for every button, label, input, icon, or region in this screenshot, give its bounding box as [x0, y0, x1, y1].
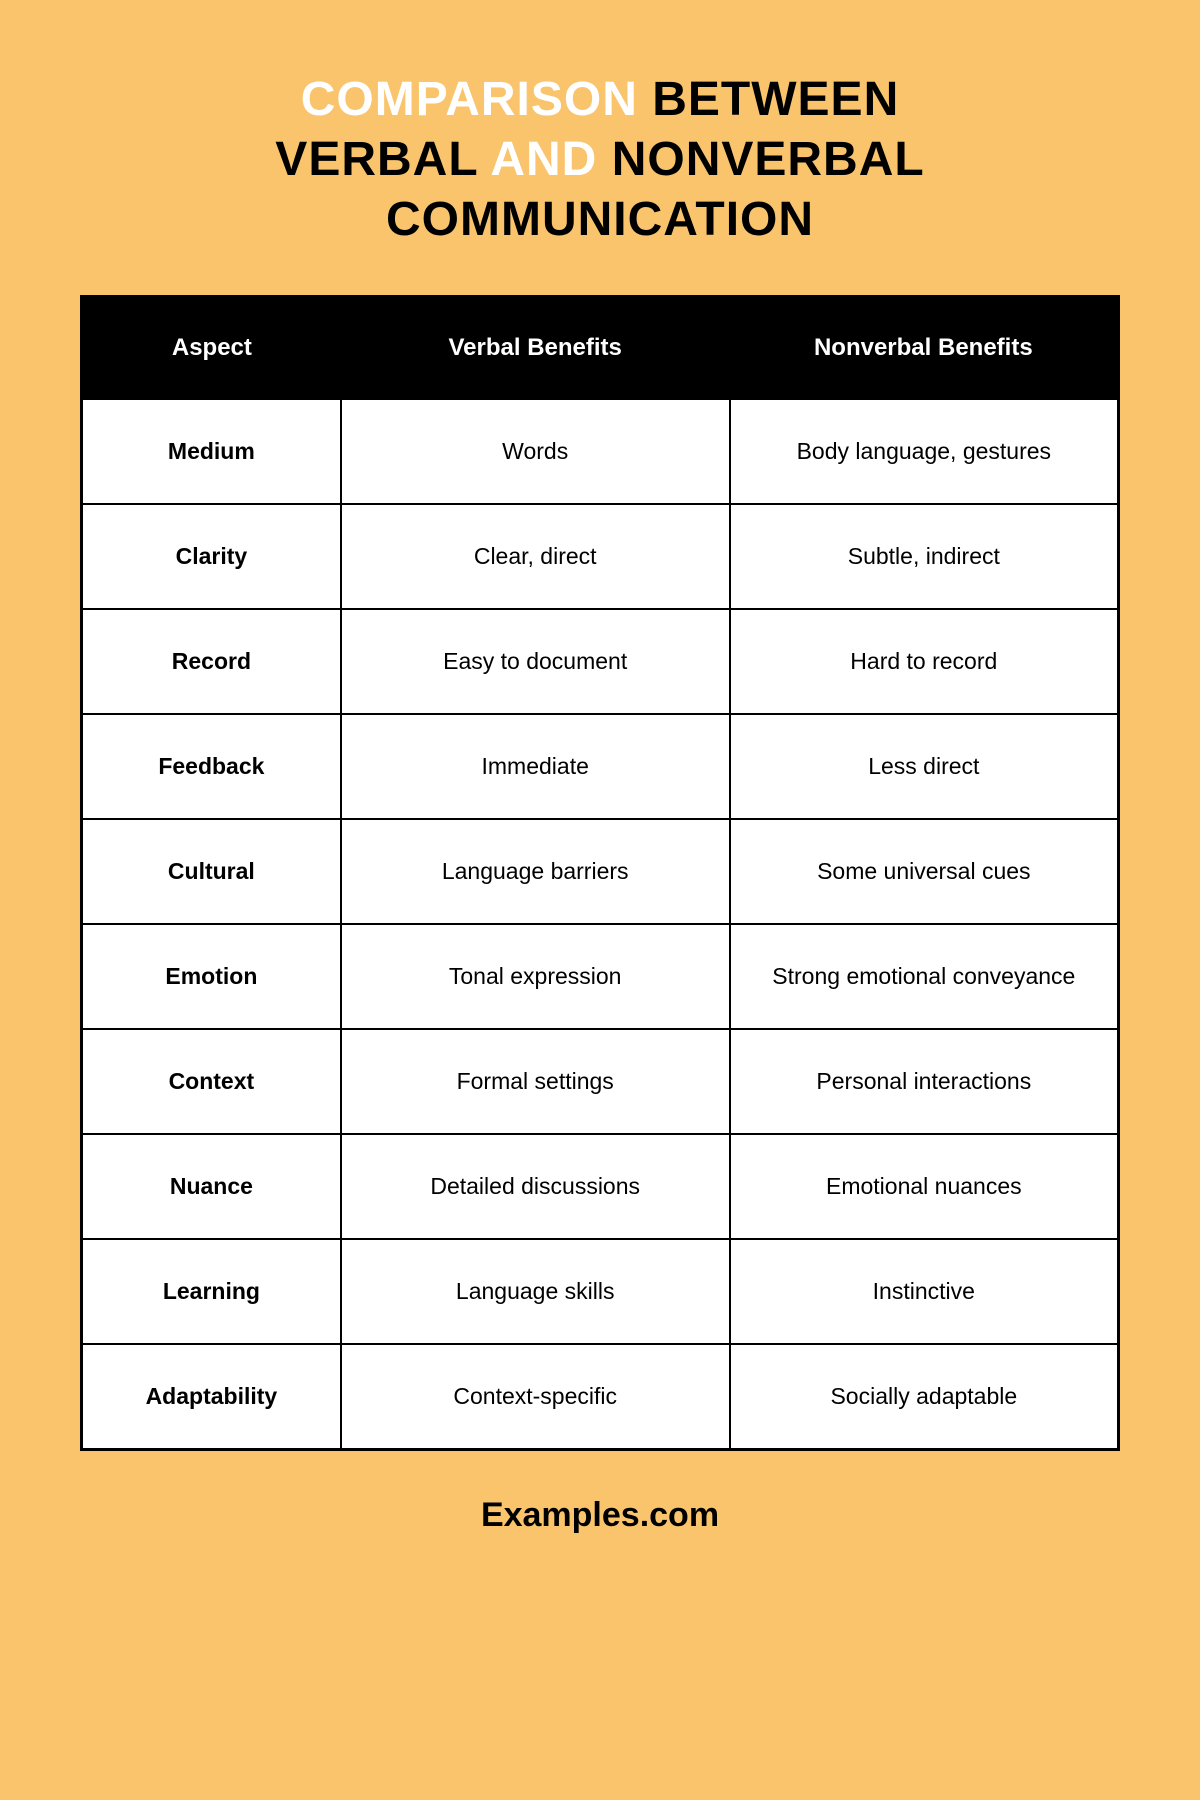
- table-header-row: Aspect Verbal Benefits Nonverbal Benefit…: [82, 297, 1119, 400]
- nonverbal-cell: Body language, gestures: [730, 399, 1119, 504]
- nonverbal-cell: Less direct: [730, 714, 1119, 819]
- nonverbal-cell: Socially adaptable: [730, 1344, 1119, 1450]
- table-row: Emotion Tonal expression Strong emotiona…: [82, 924, 1119, 1029]
- aspect-cell: Nuance: [82, 1134, 341, 1239]
- footer-attribution: Examples.com: [481, 1496, 719, 1535]
- table-row: Clarity Clear, direct Subtle, indirect: [82, 504, 1119, 609]
- verbal-cell: Easy to document: [341, 609, 730, 714]
- col-header-aspect: Aspect: [82, 297, 341, 400]
- nonverbal-cell: Instinctive: [730, 1239, 1119, 1344]
- nonverbal-cell: Strong emotional conveyance: [730, 924, 1119, 1029]
- table-row: Cultural Language barriers Some universa…: [82, 819, 1119, 924]
- title-word: AND: [490, 133, 597, 186]
- aspect-cell: Feedback: [82, 714, 341, 819]
- aspect-cell: Cultural: [82, 819, 341, 924]
- table-body: Medium Words Body language, gestures Cla…: [82, 399, 1119, 1450]
- nonverbal-cell: Some universal cues: [730, 819, 1119, 924]
- col-header-verbal: Verbal Benefits: [341, 297, 730, 400]
- aspect-cell: Emotion: [82, 924, 341, 1029]
- verbal-cell: Formal settings: [341, 1029, 730, 1134]
- title-word: BETWEEN: [652, 73, 899, 126]
- verbal-cell: Words: [341, 399, 730, 504]
- aspect-cell: Learning: [82, 1239, 341, 1344]
- table-row: Adaptability Context-specific Socially a…: [82, 1344, 1119, 1450]
- verbal-cell: Detailed discussions: [341, 1134, 730, 1239]
- verbal-cell: Immediate: [341, 714, 730, 819]
- title-word: NONVERBAL: [612, 133, 925, 186]
- title-word: VERBAL: [275, 133, 477, 186]
- verbal-cell: Context-specific: [341, 1344, 730, 1450]
- nonverbal-cell: Emotional nuances: [730, 1134, 1119, 1239]
- aspect-cell: Clarity: [82, 504, 341, 609]
- nonverbal-cell: Personal interactions: [730, 1029, 1119, 1134]
- verbal-cell: Language skills: [341, 1239, 730, 1344]
- table-row: Medium Words Body language, gestures: [82, 399, 1119, 504]
- table-row: Record Easy to document Hard to record: [82, 609, 1119, 714]
- title-word: COMMUNICATION: [386, 193, 814, 246]
- aspect-cell: Medium: [82, 399, 341, 504]
- verbal-cell: Clear, direct: [341, 504, 730, 609]
- aspect-cell: Record: [82, 609, 341, 714]
- aspect-cell: Context: [82, 1029, 341, 1134]
- table-row: Context Formal settings Personal interac…: [82, 1029, 1119, 1134]
- verbal-cell: Tonal expression: [341, 924, 730, 1029]
- table-row: Learning Language skills Instinctive: [82, 1239, 1119, 1344]
- col-header-nonverbal: Nonverbal Benefits: [730, 297, 1119, 400]
- title-word: COMPARISON: [301, 73, 638, 126]
- table-row: Feedback Immediate Less direct: [82, 714, 1119, 819]
- nonverbal-cell: Hard to record: [730, 609, 1119, 714]
- table-row: Nuance Detailed discussions Emotional nu…: [82, 1134, 1119, 1239]
- verbal-cell: Language barriers: [341, 819, 730, 924]
- nonverbal-cell: Subtle, indirect: [730, 504, 1119, 609]
- page-title: COMPARISON BETWEEN VERBAL AND NONVERBAL …: [275, 70, 924, 250]
- aspect-cell: Adaptability: [82, 1344, 341, 1450]
- comparison-table: Aspect Verbal Benefits Nonverbal Benefit…: [80, 295, 1120, 1451]
